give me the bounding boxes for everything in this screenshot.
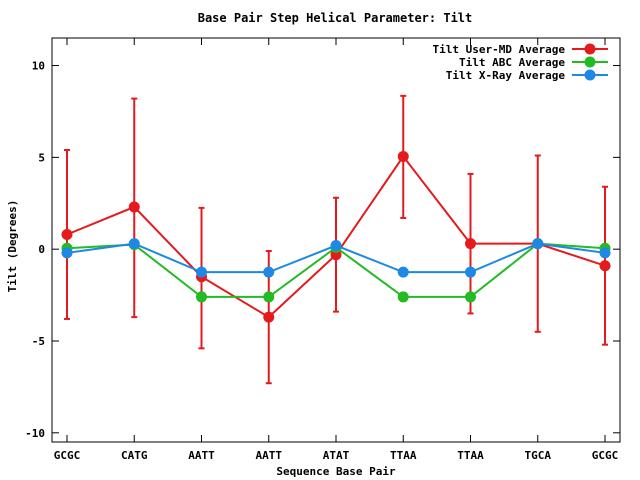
data-point [397, 266, 409, 278]
data-point [263, 266, 275, 278]
x-tick-label: AATT [256, 449, 283, 462]
y-tick-label: 5 [38, 151, 45, 164]
y-tick-label: -10 [25, 427, 45, 440]
data-point [599, 260, 611, 272]
x-tick-label: TTAA [390, 449, 417, 462]
data-point [263, 291, 275, 303]
data-point [128, 238, 140, 250]
legend-marker [584, 56, 596, 68]
legend-label: Tilt X-Ray Average [446, 69, 566, 82]
x-tick-label: ATAT [323, 449, 350, 462]
data-point [196, 291, 207, 303]
legend-marker [584, 43, 596, 55]
x-tick-label: GCGC [54, 449, 81, 462]
data-point [330, 240, 342, 252]
legend-marker [584, 69, 596, 81]
data-point [263, 311, 275, 323]
x-tick-label: TGCA [525, 449, 552, 462]
data-point [465, 266, 476, 278]
chart-title: Base Pair Step Helical Parameter: Tilt [198, 11, 473, 25]
data-point [397, 150, 409, 162]
x-axis-label: Sequence Base Pair [276, 465, 396, 478]
series-lines [61, 150, 611, 323]
y-axis-label: Tilt (Degrees) [6, 200, 19, 293]
legend-label: Tilt ABC Average [459, 56, 565, 69]
data-point [397, 291, 409, 303]
data-point [61, 228, 73, 240]
data-point [532, 238, 544, 250]
data-point [465, 291, 476, 303]
data-point [599, 247, 611, 259]
x-tick-label: GCGC [592, 449, 619, 462]
data-point [196, 266, 207, 278]
y-tick-label: 10 [32, 60, 45, 73]
legend-label: Tilt User-MD Average [433, 43, 566, 56]
data-point [465, 238, 476, 250]
y-tick-label: 0 [38, 243, 45, 256]
x-tick-label: AATT [188, 449, 215, 462]
error-bars [64, 94, 608, 385]
x-tick-label: CATG [121, 449, 148, 462]
data-point [128, 201, 140, 213]
x-tick-label: TTAA [457, 449, 484, 462]
y-tick-label: -5 [32, 335, 45, 348]
axis-ticks: -10 -5 0 5 10 GCGC CATG AATT AATT ATAT TTAA TTAA TGC… [25, 38, 620, 462]
data-point [61, 247, 73, 259]
